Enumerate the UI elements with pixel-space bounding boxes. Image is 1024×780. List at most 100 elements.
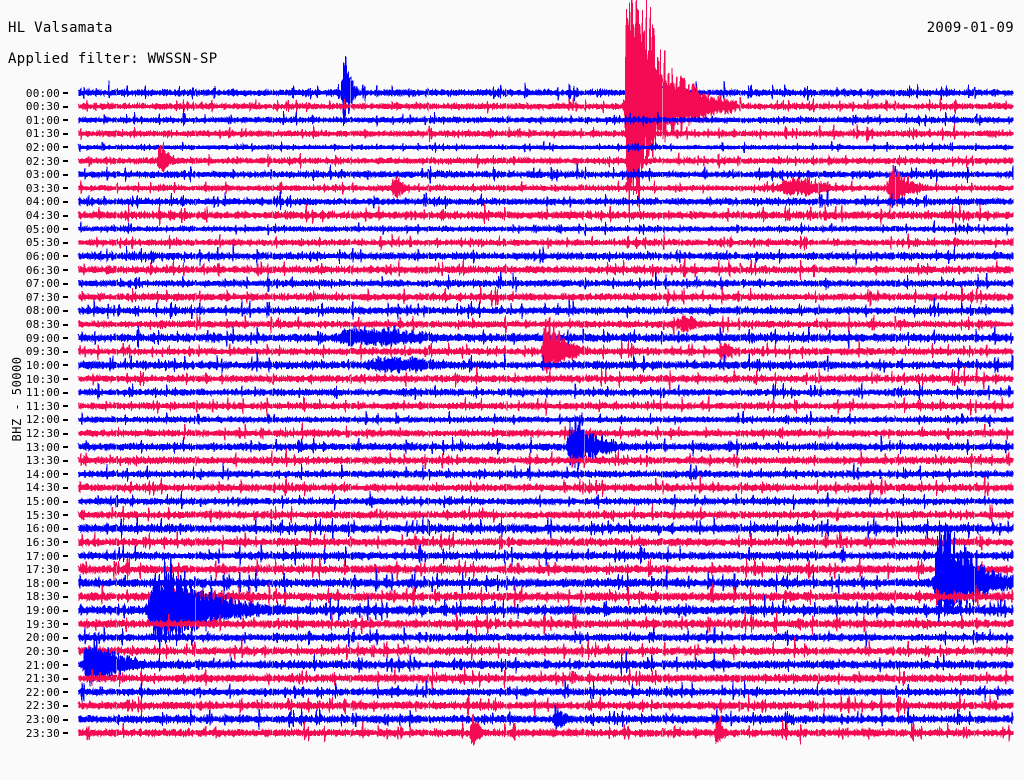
seismic-trace-row: [77, 258, 1014, 280]
seismic-trace-row: [77, 395, 1014, 417]
time-tick-label: 16:30: [25, 535, 60, 549]
time-tick-label: 20:00: [25, 631, 60, 645]
time-tick-label: 08:00: [25, 304, 60, 318]
time-tick-label: 19:30: [25, 617, 60, 631]
seismic-trace-row: [77, 679, 1014, 702]
time-tick-label: 12:00: [25, 413, 60, 427]
time-tick-mark: [63, 636, 68, 639]
seismic-trace-row: [77, 313, 1014, 335]
time-tick-mark: [63, 473, 68, 476]
seismic-trace-row: [77, 714, 1014, 746]
seismic-trace-row: [77, 316, 1014, 375]
time-tick-label: 09:00: [25, 331, 60, 345]
time-tick-label: 20:30: [25, 644, 60, 658]
time-tick-label: 15:30: [25, 508, 60, 522]
time-tick-mark: [63, 418, 68, 421]
seismic-trace-row: [77, 109, 1014, 127]
seismic-trace-row: [77, 448, 1014, 470]
time-tick-label: 10:30: [25, 372, 60, 386]
time-tick-mark: [63, 214, 68, 217]
time-tick-label: 02:00: [25, 140, 60, 154]
time-tick-label: 07:30: [25, 290, 60, 304]
seismic-trace-row: [77, 705, 1014, 731]
record-date: 2009-01-09: [926, 20, 1014, 36]
time-tick-mark: [63, 132, 68, 135]
seismic-trace-row: [77, 0, 1014, 223]
time-tick-mark: [63, 378, 68, 381]
time-tick-mark: [63, 146, 68, 149]
time-tick-label: 06:00: [25, 249, 60, 263]
time-tick-label: 18:00: [25, 576, 60, 590]
time-tick-mark: [63, 92, 68, 94]
applied-filter-label: Applied filter: WWSSN-SP: [8, 51, 218, 67]
time-tick-mark: [63, 119, 68, 122]
time-tick-mark: [63, 296, 68, 299]
seismic-trace-row: [77, 503, 1014, 524]
time-tick-label: 22:00: [25, 685, 60, 699]
time-tick-mark: [63, 500, 68, 503]
time-tick-label: 03:30: [25, 181, 60, 195]
seismic-trace-row: [77, 520, 1014, 624]
time-tick-mark: [63, 405, 68, 408]
time-tick-label: 03:00: [25, 168, 60, 182]
time-tick-label: 04:30: [25, 209, 60, 223]
seismic-trace-row: [77, 422, 1014, 441]
time-tick-label: 00:30: [25, 100, 60, 114]
time-tick-mark: [63, 664, 68, 667]
seismic-trace-row: [77, 541, 1014, 567]
time-tick-mark: [63, 732, 68, 735]
time-tick-label: 23:00: [25, 713, 60, 727]
time-tick-label: 00:00: [25, 86, 60, 100]
time-tick-label: 01:30: [25, 127, 60, 141]
time-tick-mark: [63, 446, 68, 449]
time-tick-label: 05:00: [25, 222, 60, 236]
time-tick-label: 17:00: [25, 549, 60, 563]
time-tick-mark: [63, 391, 68, 394]
time-tick-label: 17:30: [25, 563, 60, 577]
seismic-trace-row: [77, 410, 1014, 428]
time-tick-mark: [63, 718, 68, 721]
seismic-trace-row: [77, 556, 1014, 581]
time-tick-mark: [63, 595, 68, 598]
seismic-trace-row: [77, 557, 1014, 659]
seismic-trace-row: [77, 140, 1014, 154]
time-tick-mark: [63, 187, 68, 190]
time-tick-mark: [63, 255, 68, 258]
time-tick-mark: [63, 527, 68, 530]
time-tick-label: 22:30: [25, 699, 60, 713]
time-tick-mark: [63, 269, 68, 272]
time-tick-mark: [63, 309, 68, 312]
seismic-trace-row: [77, 474, 1014, 497]
seismic-trace-row: [77, 123, 1014, 143]
seismic-trace-row: [77, 515, 1014, 541]
time-tick-mark: [63, 691, 68, 694]
seismic-trace-row: [77, 581, 1014, 609]
seismic-trace-row: [77, 625, 1014, 648]
seismic-trace-row: [77, 693, 1014, 718]
time-tick-mark: [63, 282, 68, 285]
time-tick-mark: [63, 432, 68, 435]
time-tick-label: 16:00: [25, 522, 60, 536]
seismic-trace-row: [77, 233, 1014, 251]
time-tick-label: 14:30: [25, 481, 60, 495]
time-tick-label: 23:30: [25, 726, 60, 740]
seismic-trace-row: [77, 190, 1014, 211]
time-tick-mark: [63, 650, 68, 653]
time-tick-mark: [63, 677, 68, 680]
time-tick-label: 18:30: [25, 590, 60, 604]
time-tick-mark: [63, 623, 68, 626]
seismic-trace-row: [77, 297, 1014, 320]
seismic-trace-row: [77, 351, 1014, 374]
time-tick-label: 07:00: [25, 277, 60, 291]
time-tick-label: 06:30: [25, 263, 60, 277]
seismic-trace-row: [77, 203, 1014, 227]
seismic-trace-row: [78, 56, 1014, 127]
time-tick-label: 04:00: [25, 195, 60, 209]
time-tick-mark: [63, 555, 68, 558]
station-name: HL Valsamata: [8, 20, 113, 36]
time-tick-label: 11:00: [25, 386, 60, 400]
time-tick-mark: [63, 486, 68, 489]
time-tick-mark: [63, 582, 68, 585]
